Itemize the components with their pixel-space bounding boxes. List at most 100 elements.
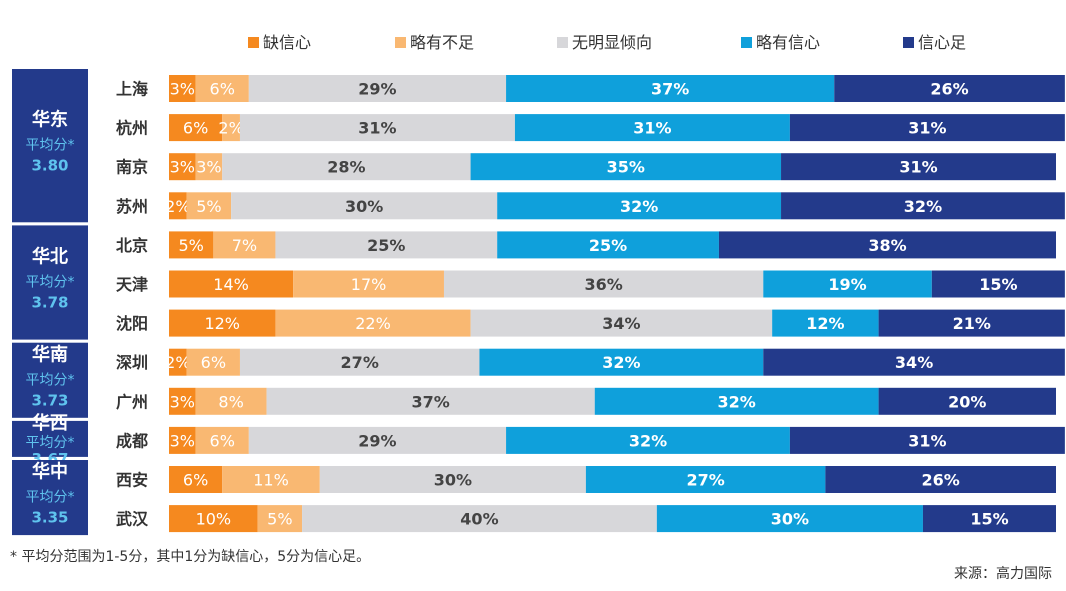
data-label-r4-s4: 32% [620, 197, 658, 216]
bar-segment-r7-s1 [169, 309, 276, 337]
bar-segment-r8-s1 [169, 348, 187, 376]
data-label-r12-s5: 15% [970, 510, 1008, 529]
region-avg-label-4: 平均分* [26, 435, 75, 451]
bar-segment-r4-s1 [169, 192, 187, 220]
category-label-6: 天津 [116, 275, 148, 294]
data-label-r9-s2: 8% [218, 392, 243, 411]
data-label-r10-s1: 3% [170, 431, 195, 450]
data-label-r8-s3: 27% [341, 353, 379, 372]
bar-segment-r9-s1 [169, 387, 196, 415]
region-score-2: 3.78 [31, 294, 68, 312]
bar-segment-r1-s1 [169, 75, 196, 102]
category-label-11: 西安 [116, 471, 148, 490]
bar-segment-r10-s1 [169, 426, 196, 454]
data-label-r10-s3: 29% [358, 431, 396, 450]
region-name-1: 华东 [32, 109, 68, 131]
bar-segment-r3-s1 [169, 153, 196, 181]
data-label-r1-s1: 3% [170, 80, 195, 99]
bar-segment-r4-s2 [186, 192, 232, 220]
bar-segment-r11-s1 [169, 466, 223, 493]
bar-segment-r4-s4 [497, 192, 782, 220]
bar-segment-r6-s1 [169, 270, 294, 298]
bar-segment-r1-s2 [195, 75, 249, 102]
bar-segment-r9-s5 [878, 387, 1056, 415]
data-label-r5-s5: 38% [868, 236, 906, 255]
data-label-r6-s4: 19% [828, 275, 866, 294]
category-label-2: 杭州 [116, 119, 148, 138]
data-label-r5-s1: 5% [178, 236, 203, 255]
category-label-5: 北京 [116, 236, 148, 255]
data-label-r3-s5: 31% [899, 158, 937, 177]
bar-segment-r3-s3 [222, 153, 471, 181]
region-score-1: 3.80 [31, 157, 68, 175]
data-label-r2-s1: 6% [183, 119, 208, 138]
region-box-1 [12, 69, 88, 223]
data-label-r3-s3: 28% [327, 158, 365, 177]
bar-segment-r11-s4 [585, 466, 826, 493]
category-label-12: 武汉 [116, 510, 149, 529]
region-score-3: 3.73 [31, 391, 68, 409]
bar-segment-r12-s1 [169, 505, 258, 533]
bar-segment-r6-s2 [293, 270, 444, 298]
data-label-r7-s5: 21% [953, 314, 991, 333]
region-avg-label-1: 平均分* [26, 138, 75, 154]
bar-segment-r3-s2 [195, 153, 223, 181]
bar-segment-r2-s2 [222, 114, 240, 142]
data-label-r12-s4: 30% [771, 510, 809, 529]
bar-segment-r7-s3 [470, 309, 773, 337]
region-avg-label-2: 平均分* [26, 275, 75, 291]
data-label-r7-s1: 12% [204, 314, 240, 333]
data-label-r3-s4: 35% [607, 158, 645, 177]
data-label-r6-s1: 14% [213, 275, 249, 294]
bar-segment-r1-s4 [506, 75, 835, 102]
category-label-4: 苏州 [116, 197, 148, 216]
data-label-r6-s5: 15% [979, 275, 1017, 294]
region-box-5 [12, 460, 88, 536]
data-label-r8-s2: 6% [201, 353, 226, 372]
data-label-r4-s5: 32% [904, 197, 942, 216]
data-label-r11-s5: 26% [922, 471, 960, 490]
legend-swatch-1 [248, 37, 259, 48]
data-label-r10-s5: 31% [908, 431, 946, 450]
region-name-2: 华北 [32, 246, 68, 268]
bar-segment-r10-s3 [248, 426, 507, 454]
bar-segment-r8-s2 [186, 348, 240, 376]
bar-segment-r6-s5 [931, 270, 1065, 298]
category-label-7: 沈阳 [116, 314, 148, 333]
data-label-r3-s1: 3% [170, 158, 195, 177]
data-label-r6-s3: 36% [584, 275, 622, 294]
source-note: 来源：高力国际 [954, 566, 1052, 582]
bar-segment-r2-s3 [239, 114, 515, 142]
data-label-r8-s5: 34% [895, 353, 933, 372]
data-label-r11-s2: 11% [253, 471, 289, 490]
bar-segment-r5-s5 [718, 231, 1056, 259]
data-label-r1-s2: 6% [210, 80, 235, 99]
bar-segment-r12-s2 [257, 505, 303, 533]
footnote: * 平均分范围为1-5分，其中1分为缺信心，5分为信心足。 [10, 549, 371, 565]
data-label-r12-s2: 5% [267, 510, 292, 529]
data-label-r2-s5: 31% [908, 119, 946, 138]
data-label-r9-s3: 37% [412, 392, 450, 411]
bar-segment-r9-s3 [266, 387, 595, 415]
bar-segment-r11-s2 [222, 466, 320, 493]
data-label-r4-s1: 2% [165, 197, 190, 216]
data-label-r11-s3: 30% [434, 471, 472, 490]
bar-segment-r1-s5 [834, 75, 1065, 102]
bar-segment-r8-s4 [479, 348, 764, 376]
region-avg-label-3: 平均分* [26, 372, 75, 388]
bar-segment-r9-s4 [594, 387, 879, 415]
legend-label-4: 略有信心 [756, 33, 820, 52]
data-label-r10-s4: 32% [629, 431, 667, 450]
bar-segment-r8-s5 [763, 348, 1065, 376]
data-label-r2-s4: 31% [633, 119, 671, 138]
bar-segment-r6-s3 [443, 270, 764, 298]
legend-swatch-3 [557, 37, 568, 48]
category-label-1: 上海 [116, 80, 148, 99]
data-label-r7-s4: 12% [806, 314, 844, 333]
legend-swatch-5 [903, 37, 914, 48]
bar-segment-r2-s5 [789, 114, 1065, 142]
data-label-r1-s3: 29% [358, 80, 396, 99]
data-label-r10-s2: 6% [210, 431, 235, 450]
bar-segment-r12-s5 [922, 505, 1056, 533]
